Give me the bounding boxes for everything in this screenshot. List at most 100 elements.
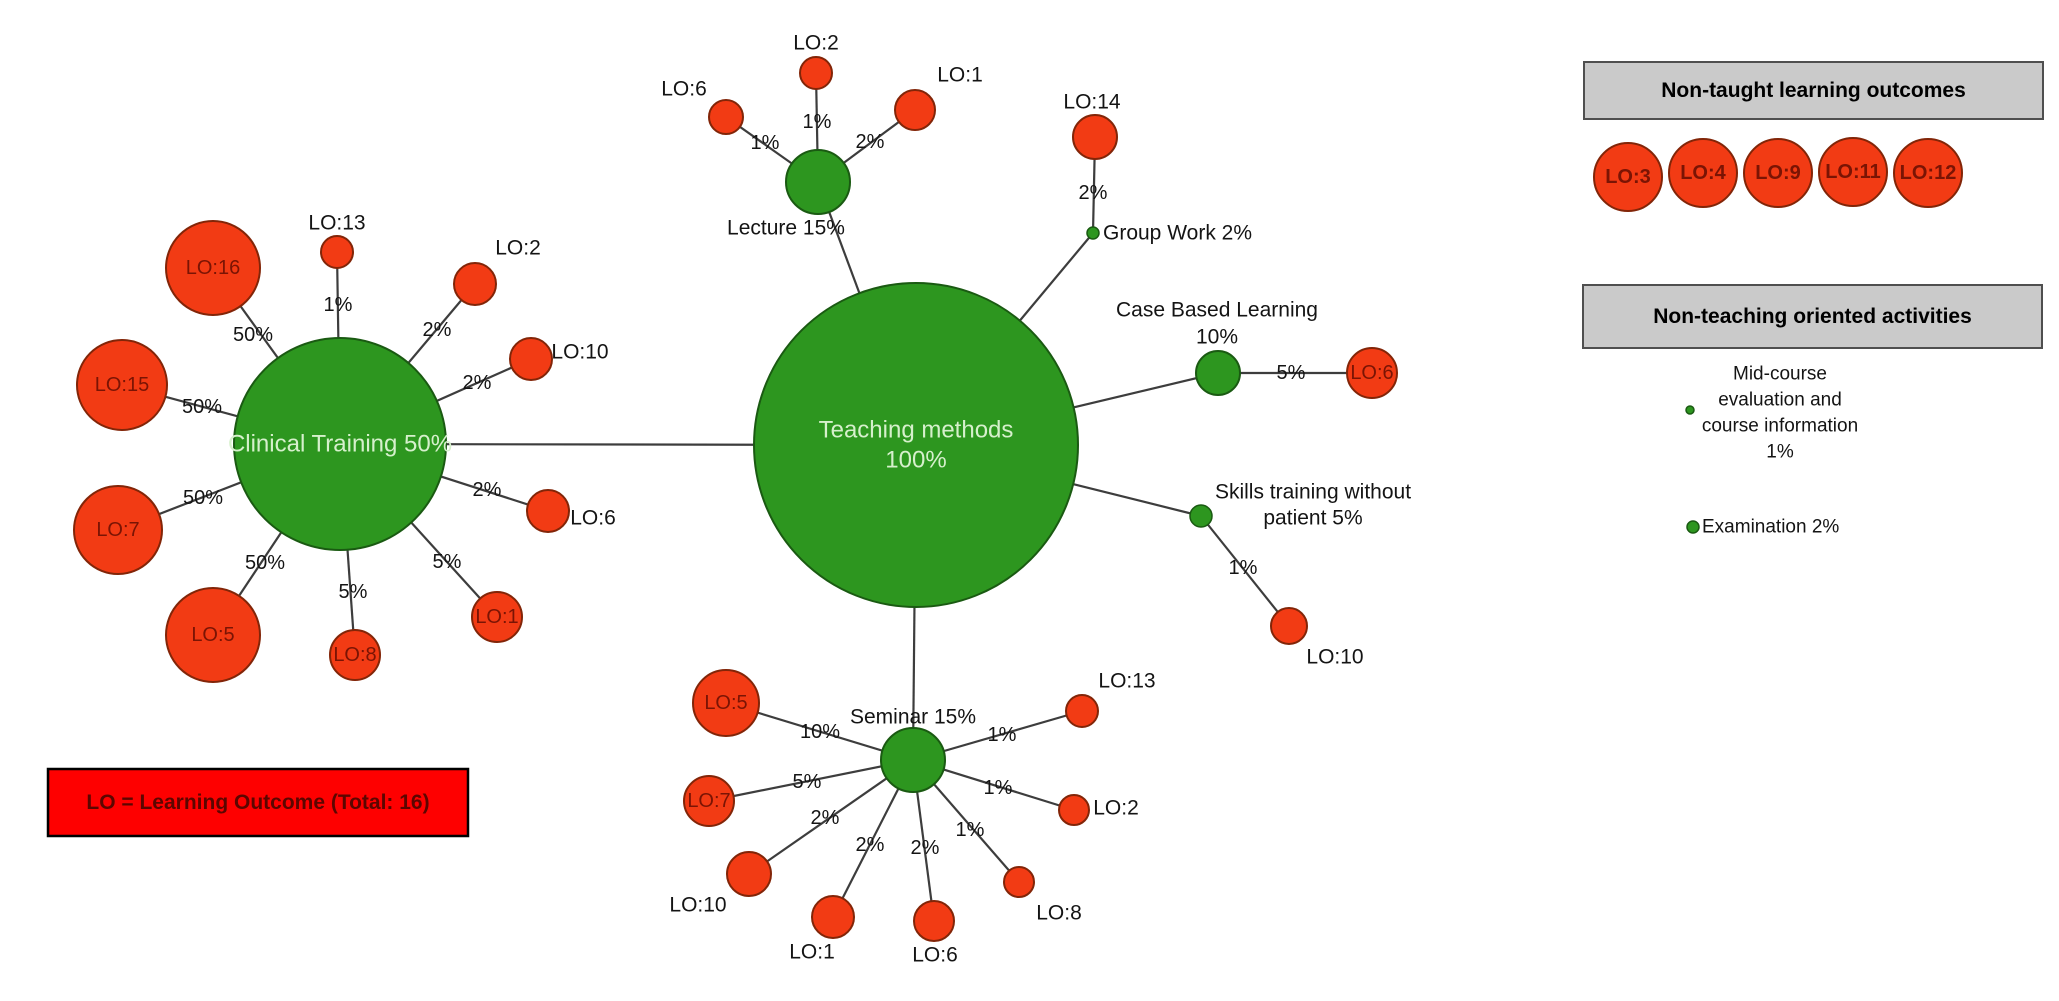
pct-label-ct-lo2: 2% (423, 319, 452, 341)
label-sem-lo2: LO:2 (1093, 797, 1139, 820)
label-cbl-lo6: LO:6 (1350, 362, 1393, 384)
legend-circle-LO:12 (1893, 138, 1963, 208)
legend-activity-dot-1 (1686, 520, 1700, 534)
pct-label-lec-lo2: 1% (803, 111, 832, 133)
pct-label-ct-lo15: 50% (182, 396, 222, 418)
label-lec-lo1: LO:1 (937, 64, 983, 87)
pct-label-st-lo10: 1% (1229, 557, 1258, 579)
legend-circle-LO:4 (1668, 138, 1738, 208)
label-lecture: Lecture 15% (727, 217, 845, 240)
label-seminar: Seminar 15% (850, 706, 976, 729)
circle-sem-lo2 (1058, 794, 1090, 826)
pct-label-sem-lo2: 1% (984, 777, 1013, 799)
legend-circle-label-LO:9: LO:9 (1755, 162, 1801, 184)
label-ct-lo10: LO:10 (551, 341, 608, 364)
circle-ct-lo16 (165, 220, 261, 316)
circle-lec-lo1 (894, 89, 936, 131)
pct-label-ct-lo16: 50% (233, 324, 273, 346)
legend-circle-LO:3 (1593, 142, 1663, 212)
circle-ct-lo7 (73, 485, 163, 575)
circle-sem-lo5 (692, 669, 760, 737)
pct-label-lec-lo6: 1% (751, 132, 780, 154)
legend-activity-text-0: course information (1702, 416, 1858, 437)
pct-label-ct-lo5: 50% (245, 552, 285, 574)
edge-seminar-sem-lo10 (748, 759, 914, 875)
legend-activity-text-0: Mid-course (1733, 364, 1827, 385)
circle-ct-lo8 (329, 629, 381, 681)
pct-label-sem-lo13: 1% (988, 724, 1017, 746)
label-teaching: 100% (885, 447, 946, 474)
label-sem-lo8: LO:8 (1036, 902, 1082, 925)
legend-header-non-teaching (1582, 284, 2043, 349)
label-sem-lo1: LO:1 (789, 941, 835, 964)
caption-box (46, 767, 470, 838)
pct-label-sem-lo8: 1% (956, 819, 985, 841)
pct-label-lec-lo1: 2% (856, 131, 885, 153)
label-skills-training: patient 5% (1263, 507, 1362, 530)
circle-st-lo10 (1270, 607, 1308, 645)
pct-label-ct-lo1: 5% (433, 551, 462, 573)
circle-ct-lo10 (509, 337, 553, 381)
circle-sem-lo8 (1003, 866, 1035, 898)
circle-sem-lo10 (726, 851, 772, 897)
pct-label-gw-lo14: 2% (1079, 182, 1108, 204)
legend-circle-LO:9 (1743, 138, 1813, 208)
circle-skills-training (1189, 504, 1213, 528)
label-ct-lo16: LO:16 (186, 257, 240, 279)
label-ct-lo1: LO:1 (475, 606, 518, 628)
label-sem-lo10: LO:10 (669, 894, 726, 917)
label-ct-lo7: LO:7 (96, 519, 139, 541)
label-ct-lo15: LO:15 (95, 374, 149, 396)
label-sem-lo6: LO:6 (912, 944, 958, 967)
pct-label-ct-lo6: 2% (473, 479, 502, 501)
pct-label-sem-lo1: 2% (856, 834, 885, 856)
pct-label-ct-lo13: 1% (324, 294, 353, 316)
label-gw-lo14: LO:14 (1063, 91, 1121, 114)
circle-ct-lo6 (526, 489, 570, 533)
legend-activity-text-0: evaluation and (1718, 390, 1842, 411)
circle-ct-lo5 (165, 587, 261, 683)
legend-header-non-taught (1583, 61, 2044, 120)
legend-circle-label-LO:11: LO:11 (1825, 161, 1881, 183)
pct-label-ct-lo7: 50% (183, 487, 223, 509)
circle-ct-lo1 (471, 591, 523, 643)
circle-sem-lo6 (913, 900, 955, 942)
circle-lec-lo6 (708, 99, 744, 135)
circle-clinical (233, 337, 447, 551)
circle-seminar (880, 727, 946, 793)
legend-activity-text-0: 1% (1766, 442, 1794, 463)
pct-label-sem-lo7: 5% (793, 771, 822, 793)
caption-text: LO = Learning Outcome (Total: 16) (86, 791, 429, 814)
label-sem-lo7: LO:7 (687, 790, 730, 812)
legend-circle-label-LO:4: LO:4 (1680, 162, 1726, 184)
label-ct-lo2: LO:2 (495, 237, 541, 260)
label-teaching: Teaching methods (819, 417, 1014, 444)
circle-lecture (785, 149, 851, 215)
circle-group-work (1086, 226, 1100, 240)
label-lec-lo6: LO:6 (661, 78, 707, 101)
pct-label-ct-lo8: 5% (339, 581, 368, 603)
circle-case-based-learning (1195, 350, 1241, 396)
legend-header-non-taught-title: Non-taught learning outcomes (1661, 79, 1966, 102)
label-ct-lo5: LO:5 (191, 624, 234, 646)
label-group-work: Group Work 2% (1103, 222, 1252, 245)
label-case-based-learning: Case Based Learning (1116, 299, 1318, 322)
pct-label-ct-lo10: 2% (463, 372, 492, 394)
label-skills-training: Skills training without (1215, 481, 1411, 504)
circle-ct-lo15 (76, 339, 168, 431)
label-ct-lo6: LO:6 (570, 507, 616, 530)
edge-skills-training-st-lo10 (1200, 515, 1290, 627)
label-clinical: Clinical Training 50% (228, 431, 452, 458)
circle-sem-lo13 (1065, 694, 1099, 728)
circle-lec-lo2 (799, 56, 833, 90)
legend-circle-LO:11 (1818, 137, 1888, 207)
legend-activity-dot-0 (1685, 405, 1695, 415)
legend-circle-label-LO:3: LO:3 (1605, 166, 1651, 188)
pct-label-sem-lo5: 10% (800, 721, 840, 743)
label-lec-lo2: LO:2 (793, 32, 839, 55)
label-st-lo10: LO:10 (1306, 646, 1363, 669)
legend-circle-label-LO:12: LO:12 (1900, 162, 1957, 184)
circle-teaching (753, 282, 1079, 608)
